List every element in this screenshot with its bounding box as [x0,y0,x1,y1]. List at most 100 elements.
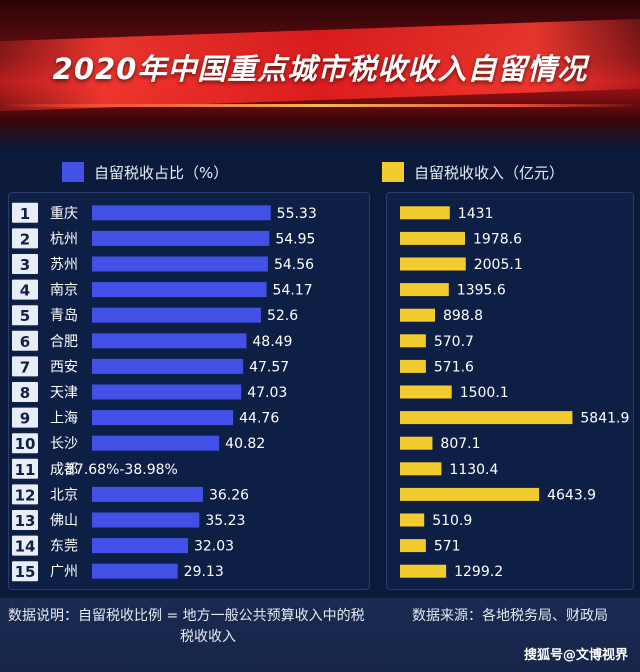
income-bar [400,411,573,425]
rank-label: 7 [20,358,30,376]
rank-label: 2 [20,230,30,248]
share-value-label: 54.56 [274,257,314,273]
income-value-label: 1978.6 [473,231,522,247]
rank-label: 3 [20,256,30,274]
rank-box [12,305,38,326]
city-label: 重庆 [50,206,78,222]
income-value-label: 4643.9 [547,487,596,503]
data-source: 数据来源：各地税务局、财政局 [412,608,608,624]
income-bar [400,462,442,476]
city-label: 佛山 [50,513,78,529]
legend-swatch-income [382,162,404,182]
rank-box [12,382,38,402]
income-value-label: 570.7 [434,334,474,350]
income-bar [400,308,435,322]
footer-notes: 数据说明：自留税收比例 = 地方一般公共预算收入中的税 税收收入 数据来源：各地… [0,598,640,672]
share-bar [92,435,220,451]
rank-box [12,561,38,582]
income-value-label: 2005.1 [474,257,523,273]
rank-label: 9 [20,410,30,428]
watermark: 搜狐号@文博视界 [523,648,628,663]
rank-label: 13 [15,512,36,530]
city-label: 上海 [50,411,78,427]
share-value-label: 47.57 [249,359,289,375]
income-bar [400,283,449,297]
city-label: 成都 [50,462,78,478]
rank-label: 11 [15,461,36,479]
rank-box [12,279,38,300]
legend-label-share: 自留税收占比（%） [94,163,229,182]
income-value-label: 1395.6 [457,283,506,299]
share-bar [92,538,188,554]
income-bar [400,436,433,450]
city-label: 广州 [50,564,78,580]
income-bar [400,487,540,501]
rank-label: 6 [20,333,30,351]
share-value-label: 35.23 [205,513,245,529]
share-value-label: 32.03 [194,539,234,555]
share-value-label: 29.13 [184,564,224,580]
rank-box [12,510,38,530]
legend-label-income: 自留税收收入（亿元） [414,163,565,182]
rank-label: 4 [20,282,30,300]
income-bar [400,385,452,399]
income-value-label: 1431 [458,206,494,222]
income-bar [400,206,450,220]
rank-box [12,330,38,351]
share-value-label: 44.76 [239,411,279,427]
rank-box [12,458,38,479]
share-value-label: 48.49 [252,334,292,350]
share-bar [92,384,242,400]
rank-label: 15 [15,563,36,581]
rank-label: 12 [15,486,36,504]
rank-box [12,228,38,249]
income-value-label: 1299.2 [454,564,503,580]
share-value-label: 36.26 [209,487,249,503]
city-label: 南京 [50,283,78,299]
income-bar [400,359,426,373]
income-bar [400,231,466,245]
income-value-label: 510.9 [432,513,472,529]
share-value-label: 55.33 [277,206,317,222]
income-bar [400,513,425,527]
rank-label: 5 [20,307,30,325]
legend-income: 自留税收收入（亿元） [382,160,564,184]
rank-box [12,484,38,505]
data-note-line2: 税收收入 [180,629,236,645]
rank-box [12,356,38,377]
share-bar [92,563,178,579]
title-banner [0,0,640,150]
data-note: 数据说明：自留税收比例 = 地方一般公共预算收入中的税 税收收入 [8,606,388,648]
income-value-label: 1500.1 [460,385,509,401]
rank-label: 10 [15,435,36,453]
income-value-label: 898.8 [443,308,483,324]
city-label: 西安 [50,359,78,375]
city-label: 苏州 [50,257,78,273]
share-bar [92,282,267,298]
share-value-label: 54.95 [275,231,315,247]
legend-swatch-share [62,162,84,182]
share-value-label: 52.6 [267,308,298,324]
city-label: 合肥 [50,334,78,350]
income-value-label: 5841.9 [580,411,629,427]
rank-box [12,254,38,274]
share-value-label: 40.82 [225,436,265,452]
income-value-label: 1130.4 [449,462,498,478]
city-label: 长沙 [50,436,78,452]
rank-box [12,433,38,454]
share-bar [92,486,203,502]
share-bar [92,512,200,528]
city-label: 北京 [50,487,78,503]
city-label: 杭州 [50,231,78,247]
income-value-label: 807.1 [440,436,480,452]
share-value-label: 37.68%-38.98% [66,462,178,478]
share-bar [92,333,247,349]
share-bar [92,230,270,246]
income-value-label: 571 [434,539,461,555]
city-label: 青岛 [50,308,78,324]
rank-box [12,535,38,556]
income-bar [400,257,466,271]
city-label: 东莞 [50,539,78,555]
rank-label: 1 [20,205,30,223]
